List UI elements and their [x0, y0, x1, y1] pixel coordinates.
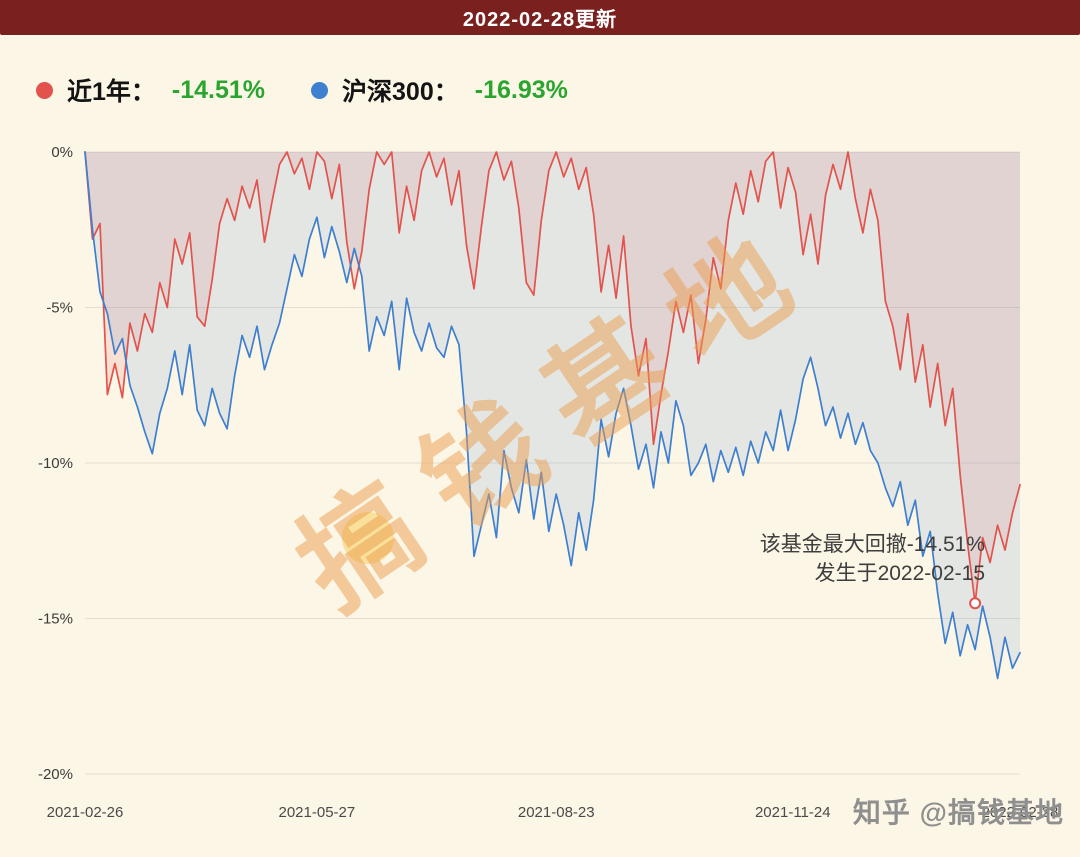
x-axis-label: 2021-08-23 — [518, 804, 595, 821]
benchmark-dot-icon — [311, 81, 329, 99]
legend-item-fund: 近1年： -14.51% — [36, 72, 265, 108]
legend-label-benchmark: 沪深300： — [342, 78, 459, 106]
annotation-line-2: 发生于2022-02-15 — [814, 562, 985, 585]
legend: 近1年： -14.51% 沪深300： -16.93% — [36, 72, 568, 108]
max-drawdown-marker — [969, 597, 982, 610]
y-axis-label: -5% — [46, 300, 73, 317]
x-axis-label: 2021-11-24 — [755, 804, 831, 821]
y-axis-label: -10% — [38, 455, 73, 472]
legend-label-fund: 近1年： — [67, 78, 156, 106]
y-axis-label: -15% — [38, 611, 73, 628]
watermark-circle-icon — [342, 512, 394, 564]
x-axis-label: 2022-02-28 — [982, 804, 1059, 821]
y-axis-label: -20% — [38, 766, 73, 783]
max-drawdown-annotation: 该基金最大回撤-14.51% 发生于2022-02-15 — [760, 530, 985, 588]
banner-title: 2022-02-28更新 — [462, 9, 618, 31]
legend-item-benchmark: 沪深300： -16.93% — [311, 72, 568, 108]
fund-line — [84, 151, 1021, 605]
fund-dot-icon — [36, 81, 53, 99]
benchmark-line — [84, 151, 1021, 680]
x-axis-label: 2021-05-27 — [279, 804, 356, 821]
zhihu-watermark: 知乎 @搞钱基地 — [852, 797, 1064, 828]
benchmark-area — [85, 152, 1020, 679]
y-axis-label: 0% — [51, 144, 73, 161]
x-axis-label: 2021-02-26 — [47, 804, 124, 821]
fund-area — [85, 152, 1020, 604]
update-banner: 2022-02-28更新 — [0, 0, 1080, 35]
annotation-line-1: 该基金最大回撤-14.51% — [759, 533, 985, 556]
legend-value-fund: -14.51% — [171, 75, 266, 104]
legend-value-benchmark: -16.93% — [474, 75, 568, 104]
